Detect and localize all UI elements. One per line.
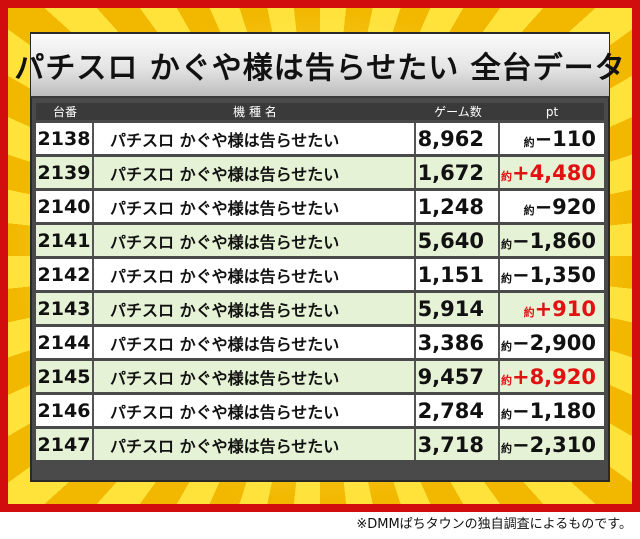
approx-label: 約 [500,237,512,251]
table-header-row: 台番 機 種 名 ゲーム数 pt [36,103,604,120]
footnote: ※DMMぱちタウンの独自調査によるものです。 [356,517,632,532]
machine-data-table: 台番 機 種 名 ゲーム数 pt 2138 パチスロ かぐや様は告らせたい 8,96… [36,100,604,463]
table-row: 2147 パチスロ かぐや様は告らせたい 3,718 約−2,310 [36,429,604,460]
game-count-cell: 5,914 [416,293,500,324]
pt-value: −1,860 [511,228,596,253]
table-row: 2139 パチスロ かぐや様は告らせたい 1,672 約+4,480 [36,157,604,188]
machine-number-cell: 2145 [36,361,94,392]
pt-cell: 約+910 [500,293,604,324]
pt-cell: 約−1,350 [500,259,604,290]
machine-name-cell: パチスロ かぐや様は告らせたい [94,361,416,392]
machine-number-cell: 2143 [36,293,94,324]
pt-value: −110 [534,126,596,151]
approx-label: 約 [500,169,512,183]
machine-name-cell: パチスロ かぐや様は告らせたい [94,395,416,426]
pt-value: −2,310 [511,432,596,457]
approx-label: 約 [500,441,512,455]
pt-value: −1,180 [511,398,596,423]
approx-label: 約 [523,305,535,319]
header-game-count: ゲーム数 [416,103,500,120]
game-count-cell: 1,151 [416,259,500,290]
pt-cell: 約−2,310 [500,429,604,460]
game-count-cell: 8,962 [416,123,500,154]
approx-label: 約 [500,339,512,353]
table-row: 2141 パチスロ かぐや様は告らせたい 5,640 約−1,860 [36,225,604,256]
machine-name-cell: パチスロ かぐや様は告らせたい [94,429,416,460]
machine-number-cell: 2142 [36,259,94,290]
machine-number-cell: 2139 [36,157,94,188]
game-count-cell: 5,640 [416,225,500,256]
pt-value: −2,900 [511,330,596,355]
approx-label: 約 [523,135,535,149]
pt-value: −920 [534,194,596,219]
machine-number-cell: 2147 [36,429,94,460]
pt-cell: 約+4,480 [500,157,604,188]
table-row: 2140 パチスロ かぐや様は告らせたい 1,248 約−920 [36,191,604,222]
table-row: 2142 パチスロ かぐや様は告らせたい 1,151 約−1,350 [36,259,604,290]
table-row: 2143 パチスロ かぐや様は告らせたい 5,914 約+910 [36,293,604,324]
table-row: 2144 パチスロ かぐや様は告らせたい 3,386 約−2,900 [36,327,604,358]
approx-label: 約 [500,407,512,421]
header-machine-name: 機 種 名 [94,103,416,120]
approx-label: 約 [523,203,535,217]
header-machine-number: 台番 [36,103,94,120]
machine-number-cell: 2146 [36,395,94,426]
pt-value: +910 [534,296,596,321]
machine-name-cell: パチスロ かぐや様は告らせたい [94,191,416,222]
pt-value: +8,920 [511,364,596,389]
machine-name-cell: パチスロ かぐや様は告らせたい [94,327,416,358]
game-count-cell: 1,248 [416,191,500,222]
game-count-cell: 2,784 [416,395,500,426]
game-count-cell: 1,672 [416,157,500,188]
machine-number-cell: 2140 [36,191,94,222]
machine-number-cell: 2144 [36,327,94,358]
page-title: パチスロ かぐや様は告らせたい 全台データ [14,34,625,98]
pt-cell: 約−1,860 [500,225,604,256]
approx-label: 約 [500,373,512,387]
approx-label: 約 [500,271,512,285]
machine-name-cell: パチスロ かぐや様は告らせたい [94,123,416,154]
game-count-cell: 3,718 [416,429,500,460]
machine-number-cell: 2138 [36,123,94,154]
pt-value: −1,350 [511,262,596,287]
table-row: 2145 パチスロ かぐや様は告らせたい 9,457 約+8,920 [36,361,604,392]
game-count-cell: 9,457 [416,361,500,392]
header-pt: pt [500,103,604,120]
machine-name-cell: パチスロ かぐや様は告らせたい [94,293,416,324]
machine-name-cell: パチスロ かぐや様は告らせたい [94,225,416,256]
pt-cell: 約+8,920 [500,361,604,392]
machine-name-cell: パチスロ かぐや様は告らせたい [94,157,416,188]
machine-number-cell: 2141 [36,225,94,256]
pt-cell: 約−1,180 [500,395,604,426]
machine-name-cell: パチスロ かぐや様は告らせたい [94,259,416,290]
pt-cell: 約−920 [500,191,604,222]
pt-cell: 約−2,900 [500,327,604,358]
game-count-cell: 3,386 [416,327,500,358]
pt-value: +4,480 [511,160,596,185]
pt-cell: 約−110 [500,123,604,154]
table-row: 2146 パチスロ かぐや様は告らせたい 2,784 約−1,180 [36,395,604,426]
table-row: 2138 パチスロ かぐや様は告らせたい 8,962 約−110 [36,123,604,154]
